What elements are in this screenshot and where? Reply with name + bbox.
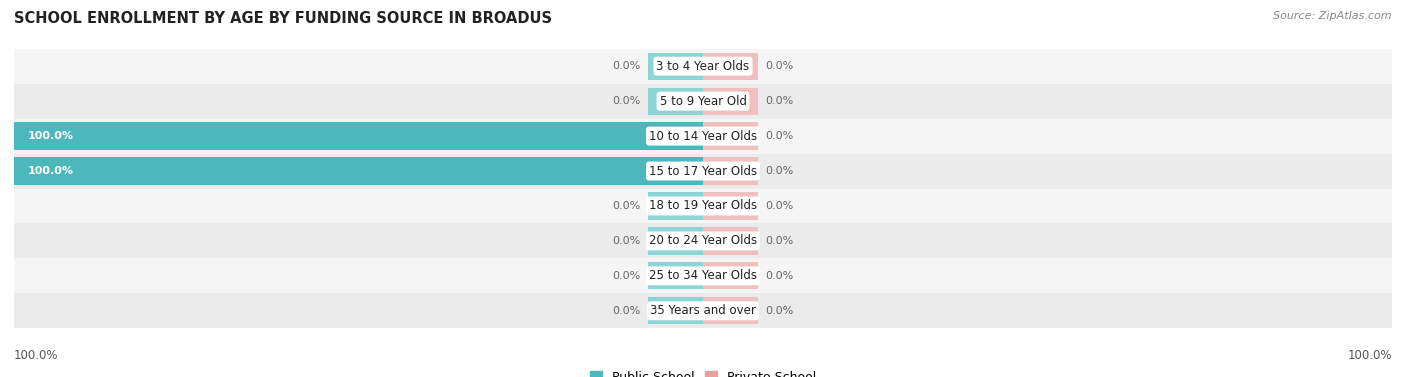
Text: 5 to 9 Year Old: 5 to 9 Year Old [659,95,747,108]
Text: 35 Years and over: 35 Years and over [650,304,756,317]
Text: 18 to 19 Year Olds: 18 to 19 Year Olds [650,199,756,213]
Text: 15 to 17 Year Olds: 15 to 17 Year Olds [650,164,756,178]
Text: 25 to 34 Year Olds: 25 to 34 Year Olds [650,269,756,282]
Text: 0.0%: 0.0% [613,306,641,316]
Text: 0.0%: 0.0% [765,201,793,211]
Bar [703,192,758,219]
Text: 0.0%: 0.0% [613,271,641,281]
Bar [648,52,703,80]
Bar [703,52,758,80]
Text: 0.0%: 0.0% [765,271,793,281]
Text: 3 to 4 Year Olds: 3 to 4 Year Olds [657,60,749,73]
Text: 0.0%: 0.0% [765,236,793,246]
Bar [648,192,703,219]
Bar [14,49,1392,84]
Bar [703,297,758,325]
Text: 100.0%: 100.0% [28,166,75,176]
Text: 20 to 24 Year Olds: 20 to 24 Year Olds [650,234,756,247]
Text: 0.0%: 0.0% [613,61,641,71]
Text: 0.0%: 0.0% [613,201,641,211]
Text: 0.0%: 0.0% [765,61,793,71]
Text: 0.0%: 0.0% [765,306,793,316]
Legend: Public School, Private School: Public School, Private School [585,366,821,377]
Bar [703,158,758,185]
Text: 0.0%: 0.0% [613,96,641,106]
Bar [703,262,758,290]
Text: 100.0%: 100.0% [28,131,75,141]
Bar [14,158,703,185]
Bar [703,123,758,150]
Bar [648,297,703,325]
Bar [14,153,1392,188]
Bar [648,262,703,290]
Text: 0.0%: 0.0% [613,236,641,246]
Bar [14,293,1392,328]
Bar [703,87,758,115]
Text: 100.0%: 100.0% [14,349,59,362]
Bar [14,123,703,150]
Bar [703,227,758,254]
Bar [14,84,1392,119]
Bar [14,258,1392,293]
Text: Source: ZipAtlas.com: Source: ZipAtlas.com [1274,11,1392,21]
Text: SCHOOL ENROLLMENT BY AGE BY FUNDING SOURCE IN BROADUS: SCHOOL ENROLLMENT BY AGE BY FUNDING SOUR… [14,11,553,26]
Bar [14,188,1392,224]
Bar [648,87,703,115]
Text: 0.0%: 0.0% [765,96,793,106]
Text: 100.0%: 100.0% [1347,349,1392,362]
Text: 0.0%: 0.0% [765,131,793,141]
Bar [648,227,703,254]
Bar [14,224,1392,258]
Bar [14,119,1392,153]
Text: 0.0%: 0.0% [765,166,793,176]
Text: 10 to 14 Year Olds: 10 to 14 Year Olds [650,130,756,143]
